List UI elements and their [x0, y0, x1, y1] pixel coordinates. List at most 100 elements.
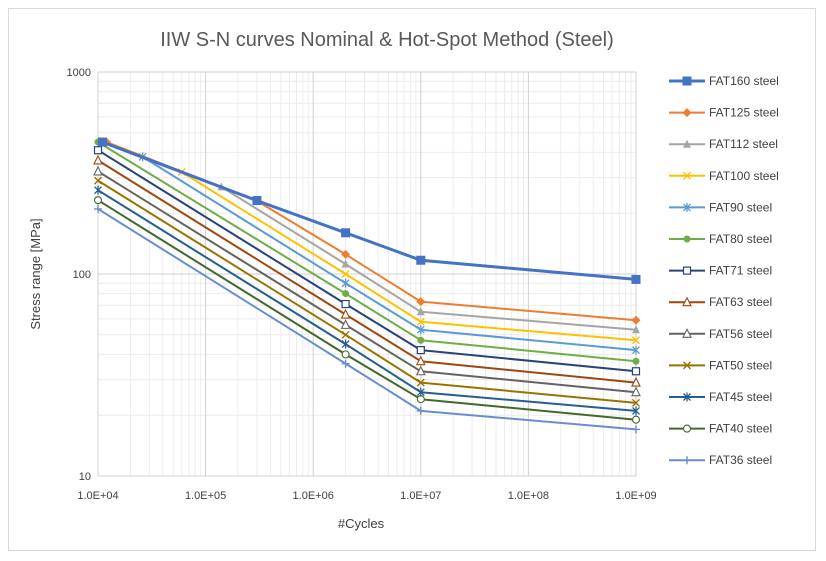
data-point: [417, 336, 425, 344]
data-point: [632, 406, 640, 416]
legend-label: FAT80 steel: [709, 232, 772, 246]
legend-item: FAT45 steel: [669, 390, 772, 404]
legend-label: FAT36 steel: [709, 453, 772, 467]
x-tick-label: 1.0E+06: [293, 490, 334, 502]
legend-item: FAT112 steel: [669, 137, 778, 151]
x-tick-label: 1.0E+07: [400, 490, 441, 502]
data-point: [415, 365, 426, 376]
data-point: [632, 398, 640, 407]
legend-label: FAT71 steel: [709, 264, 772, 278]
data-point: [631, 274, 641, 284]
data-point: [632, 345, 640, 355]
series-fat160-steel: [97, 137, 641, 284]
data-point: [93, 165, 103, 176]
data-point: [683, 202, 691, 212]
series-line: [97, 170, 637, 394]
data-point: [682, 76, 692, 86]
data-point: [631, 376, 641, 387]
data-point: [340, 319, 351, 329]
data-point: [682, 266, 692, 275]
data-point: [415, 355, 426, 366]
data-point: [97, 137, 107, 147]
legend-label: FAT40 steel: [709, 422, 772, 436]
data-point: [416, 387, 425, 397]
data-point: [683, 235, 691, 243]
legend-label: FAT125 steel: [709, 106, 779, 120]
x-axis-title: #Cycles: [338, 516, 385, 531]
axes: 1.0E+04 1.0E+05 1.0E+06 1.0E+07 1.0E+08 1.0E+…: [67, 67, 657, 502]
data-point: [93, 146, 103, 155]
series-fat56-steel: [93, 165, 641, 397]
legend-item: FAT80 steel: [669, 232, 772, 246]
data-point: [683, 456, 691, 465]
legend-label: FAT90 steel: [709, 200, 772, 214]
legend-item: FAT40 steel: [669, 422, 772, 436]
series-fat50-steel: [94, 176, 640, 407]
legend-item: FAT63 steel: [669, 295, 772, 309]
data-point: [252, 196, 262, 206]
series-line: [97, 159, 637, 384]
legend-item: FAT160 steel: [669, 74, 779, 88]
data-point: [93, 196, 103, 205]
data-point: [631, 367, 641, 376]
data-point: [341, 350, 350, 359]
data-point: [340, 308, 351, 319]
chart-title: IIW S-N curves Nominal & Hot-Spot Method…: [160, 29, 613, 51]
data-point: [631, 415, 641, 424]
legend-item: FAT125 steel: [669, 106, 779, 120]
series-line: [97, 179, 637, 404]
legend-item: FAT100 steel: [669, 169, 779, 183]
y-axis-title: Stress range [MPa]: [28, 218, 43, 329]
chart-frame: IIW S-N curves Nominal & Hot-Spot Method…: [8, 8, 816, 551]
x-tick-label: 1.0E+04: [77, 490, 118, 502]
legend-item: FAT71 steel: [669, 264, 772, 278]
series-fat36-steel: [94, 204, 640, 434]
data-point: [341, 278, 350, 288]
data-point: [341, 359, 350, 368]
x-tick-label: 1.0E+08: [508, 490, 549, 502]
y-tick-label: 1000: [67, 67, 91, 79]
series-fat125-steel: [102, 137, 641, 325]
data-point: [631, 386, 641, 397]
data-point: [341, 330, 350, 339]
data-point: [341, 228, 351, 238]
legend-label: FAT45 steel: [709, 390, 772, 404]
legend-item: FAT50 steel: [669, 358, 772, 372]
series-fat112-steel: [98, 137, 640, 334]
series-line: [97, 149, 637, 373]
data-point: [93, 154, 103, 165]
data-point: [416, 297, 426, 307]
data-point: [341, 249, 351, 259]
data-point: [683, 139, 691, 148]
data-point: [682, 424, 692, 433]
series-line: [97, 141, 637, 363]
data-point: [682, 296, 692, 307]
data-point: [632, 336, 640, 345]
data-point: [416, 378, 425, 387]
series-line: [97, 189, 637, 412]
legend: FAT160 steel FAT125 steel FAT112 steel FAT1…: [669, 74, 779, 467]
series-line: [97, 208, 637, 431]
legend-item: FAT90 steel: [669, 200, 772, 214]
series-fat63-steel: [93, 154, 641, 387]
data-point: [632, 425, 640, 434]
legend-label: FAT160 steel: [709, 74, 779, 88]
series-line: [97, 199, 637, 421]
grid: [97, 71, 637, 477]
legend-label: FAT63 steel: [709, 295, 772, 309]
data-point: [94, 204, 102, 213]
legend-item: FAT56 steel: [669, 327, 772, 341]
data-point: [632, 357, 640, 365]
series-layer: [93, 137, 641, 434]
series-line: [101, 140, 637, 281]
data-point: [416, 307, 425, 316]
data-point: [416, 346, 425, 355]
legend-label: FAT56 steel: [709, 327, 772, 341]
data-point: [341, 299, 350, 309]
series-fat40-steel: [93, 196, 641, 424]
data-point: [682, 108, 692, 118]
x-tick-label: 1.0E+05: [185, 490, 226, 502]
data-point: [342, 290, 350, 298]
data-point: [416, 406, 425, 415]
y-tick-label: 10: [79, 471, 91, 483]
